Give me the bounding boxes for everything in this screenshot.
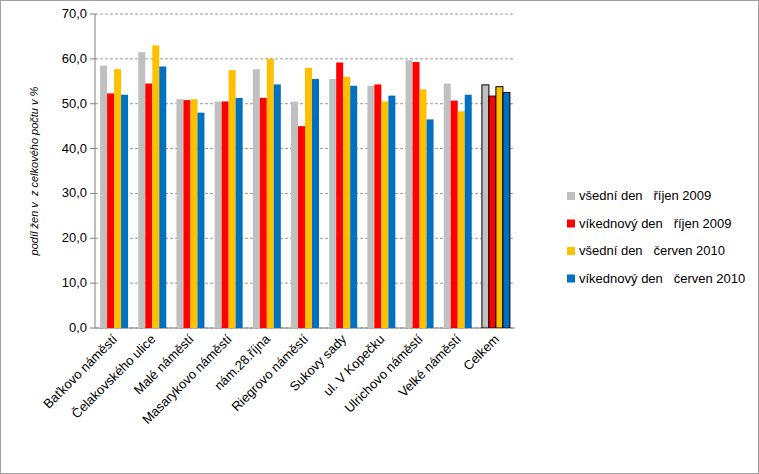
bar — [465, 95, 472, 328]
bar — [159, 66, 166, 328]
bar — [388, 96, 395, 328]
y-tick-label: 70,0 — [62, 6, 87, 21]
legend-swatch — [567, 220, 575, 228]
y-tick-label: 20,0 — [62, 230, 87, 245]
y-tick-label: 60,0 — [62, 51, 87, 66]
bar — [413, 62, 420, 328]
bars — [100, 45, 510, 328]
y-tick-label: 50,0 — [62, 96, 87, 111]
y-tick — [90, 193, 95, 194]
legend-label: všední den říjen 2009 — [579, 188, 711, 203]
y-tick — [90, 58, 95, 59]
y-tick — [90, 328, 95, 329]
y-tick-label: 30,0 — [62, 185, 87, 200]
bar — [236, 98, 243, 328]
y-tick — [90, 103, 95, 104]
bar — [138, 52, 145, 328]
y-tick — [90, 14, 95, 15]
bar — [444, 84, 451, 328]
bar — [229, 70, 236, 328]
bar — [152, 45, 159, 328]
bar — [260, 98, 267, 328]
chart: 0,0 10,0 20,0 30,0 40,0 50,0 60,0 70,0 podíl žen… — [0, 0, 759, 474]
bar — [267, 59, 274, 328]
bar — [374, 84, 381, 328]
bar — [367, 86, 374, 328]
bar — [253, 69, 260, 328]
legend-label: víkednový den červen 2010 — [579, 271, 745, 286]
grid-line — [95, 14, 515, 15]
bar — [114, 69, 121, 328]
bar — [343, 77, 350, 328]
y-axis — [95, 14, 96, 328]
bar — [350, 86, 357, 328]
y-tick — [90, 148, 95, 149]
bar — [197, 113, 204, 328]
bar — [100, 66, 107, 328]
bar — [336, 62, 343, 328]
bar — [427, 119, 434, 328]
bar — [274, 84, 281, 328]
y-tick-label: 0,0 — [69, 320, 87, 335]
legend-label: všední den červen 2010 — [579, 243, 725, 258]
bar — [381, 101, 388, 328]
y-axis-title: podíl žen v z celkového počtu v % — [28, 86, 40, 256]
y-tick — [90, 238, 95, 239]
bar — [451, 101, 458, 328]
bar — [298, 126, 305, 328]
bar — [107, 93, 114, 328]
bar — [215, 101, 222, 328]
chart-frame — [1, 1, 759, 474]
bar — [482, 85, 489, 328]
bar — [420, 89, 427, 328]
legend-swatch — [567, 192, 575, 200]
bar — [503, 93, 510, 329]
bar — [496, 87, 503, 328]
bar — [406, 60, 413, 328]
bar — [291, 101, 298, 328]
y-tick-label: 10,0 — [62, 275, 87, 290]
bar — [458, 111, 465, 328]
x-tick-label: Velké náměstí — [396, 331, 465, 400]
legend-swatch — [567, 275, 575, 283]
bar — [145, 84, 152, 328]
bar — [183, 100, 190, 328]
legend: všední den říjen 2009 víkednový den říjen… — [567, 188, 745, 286]
bar — [312, 79, 319, 328]
bar — [190, 99, 197, 328]
y-tick-label: 40,0 — [62, 141, 87, 156]
legend-label: víkednový den říjen 2009 — [579, 216, 732, 231]
y-tick — [90, 283, 95, 284]
bar — [222, 101, 229, 328]
legend-swatch — [567, 247, 575, 255]
bar — [329, 79, 336, 328]
bar — [176, 99, 183, 328]
bar — [121, 95, 128, 328]
bar — [305, 68, 312, 328]
x-tick-label: Celkem — [460, 332, 502, 374]
bar — [489, 96, 496, 328]
